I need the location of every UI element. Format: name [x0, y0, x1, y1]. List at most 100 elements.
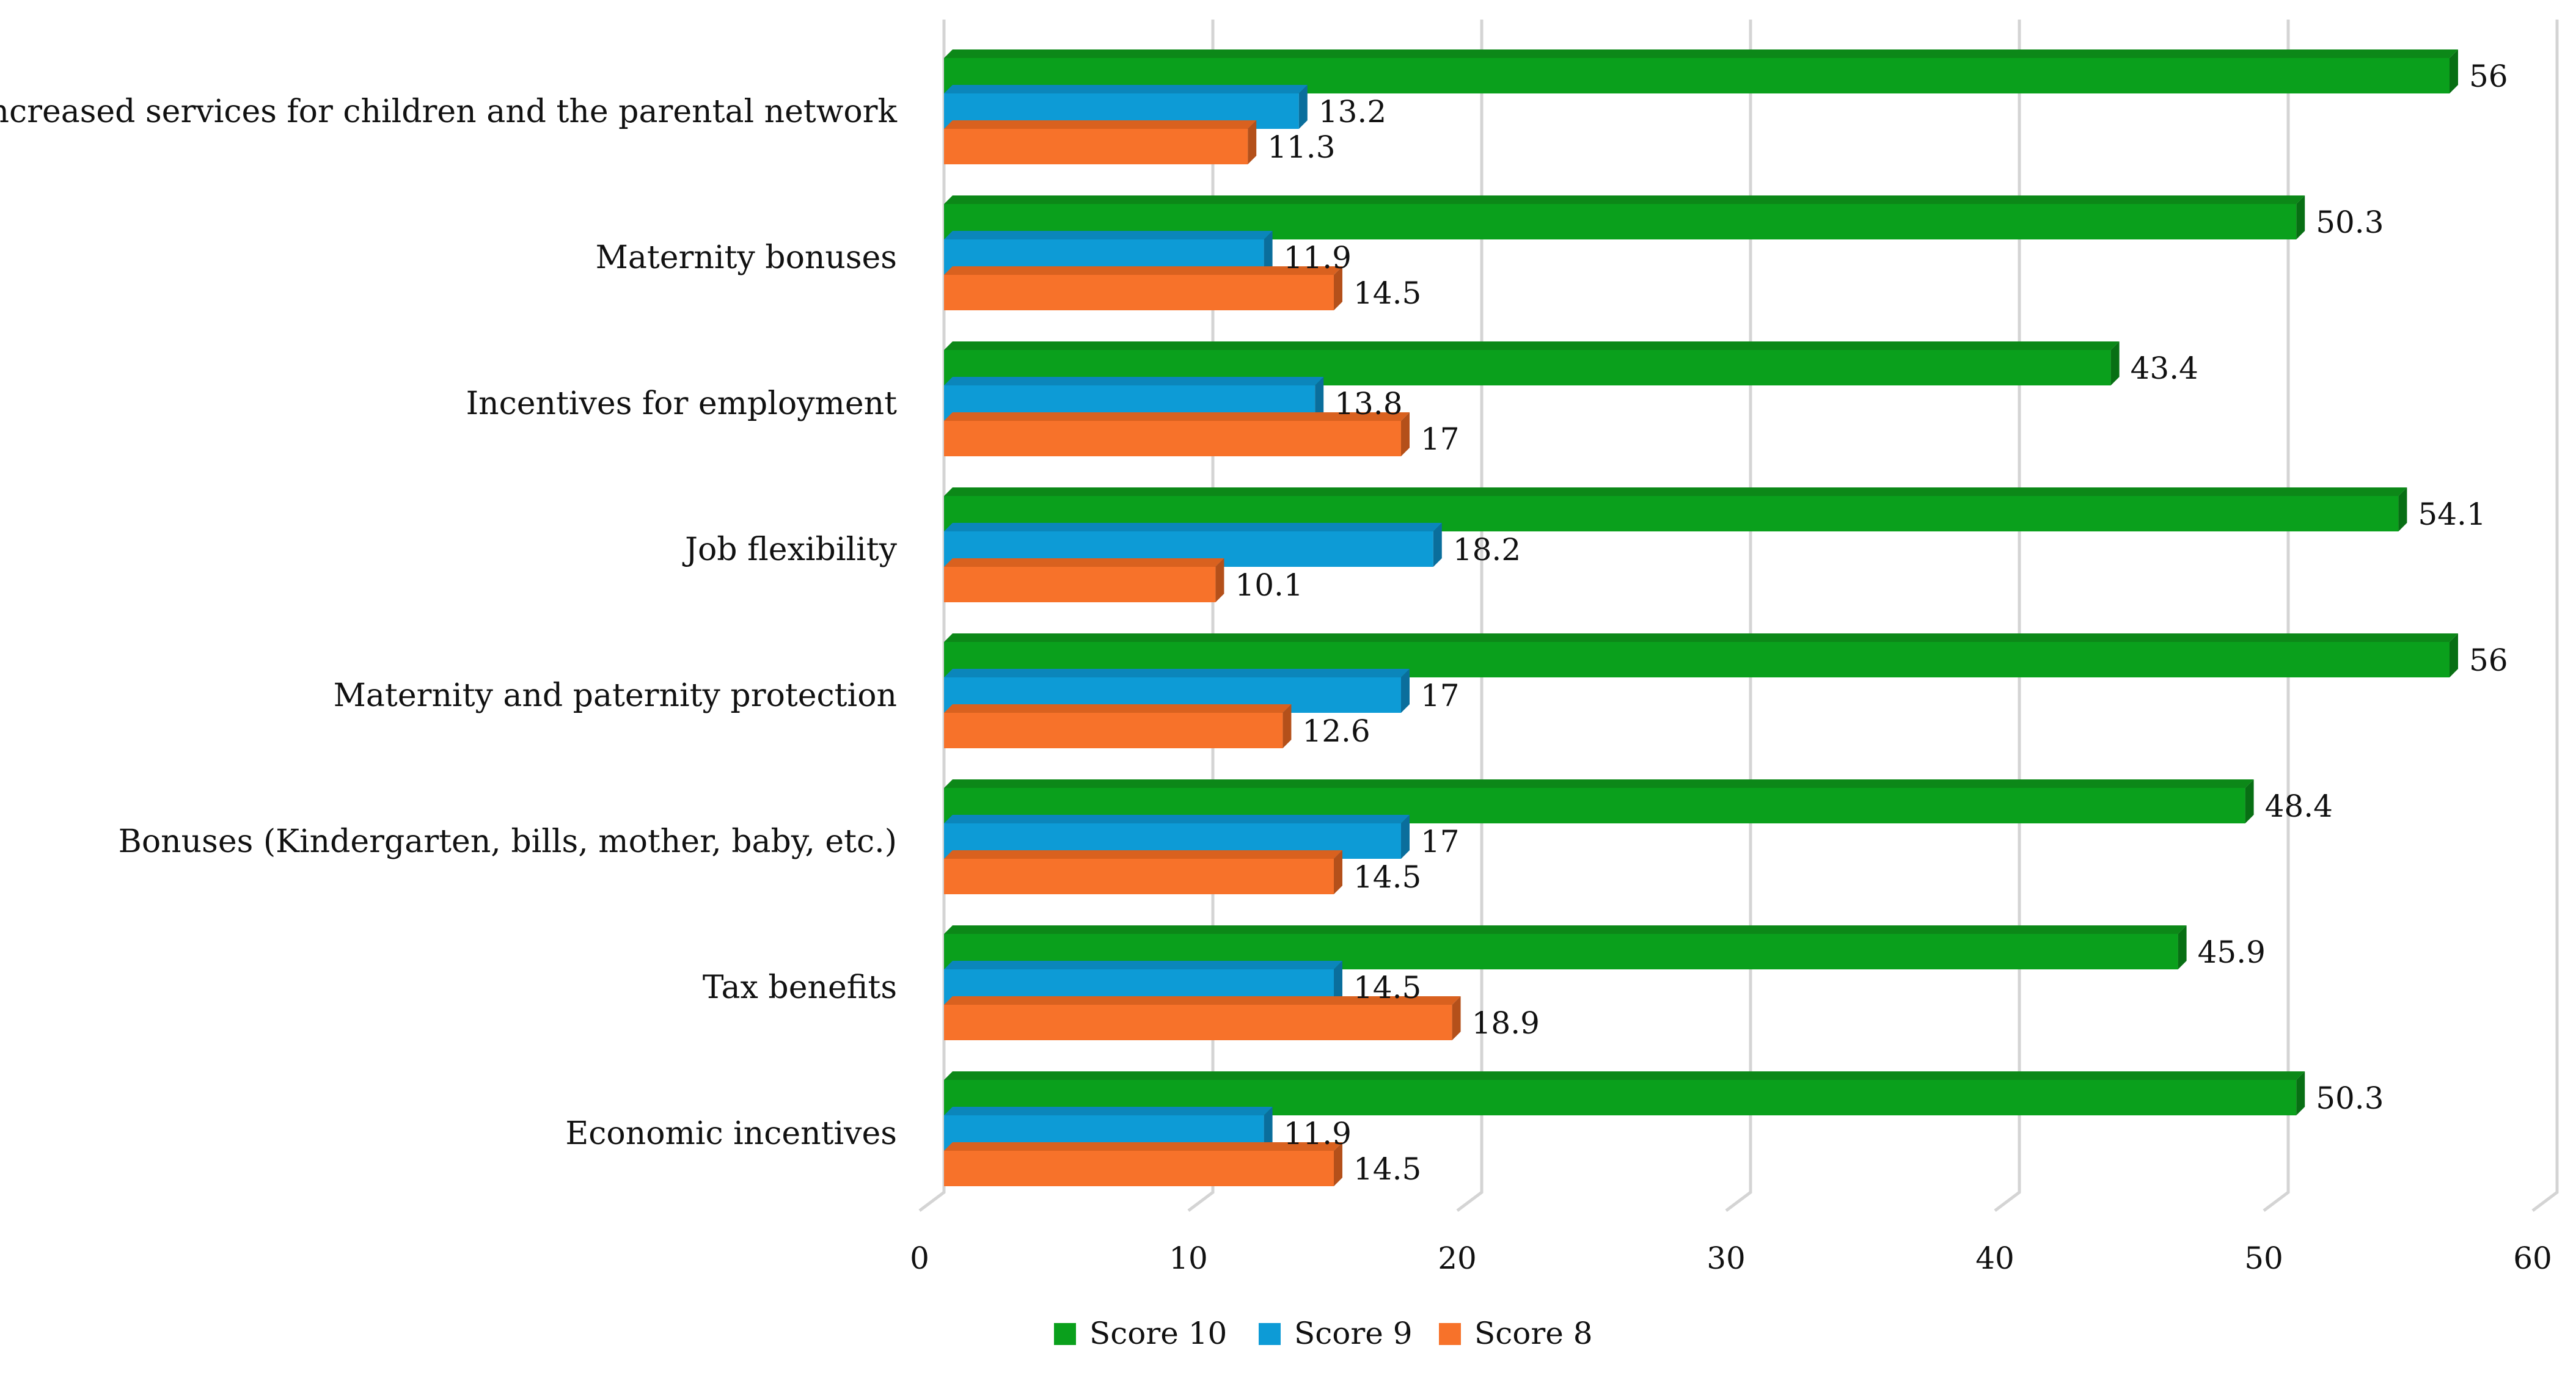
data-label: 50.3	[2316, 205, 2384, 240]
bar-score-8	[944, 713, 1283, 748]
data-label: 12.6	[1302, 713, 1370, 749]
x-tick-label: 30	[1707, 1241, 1746, 1276]
bar-side-face	[2296, 1071, 2305, 1115]
x-tick-label: 50	[2244, 1241, 2283, 1276]
bar-top-face	[944, 523, 1442, 531]
bar-side-face	[1315, 377, 1324, 421]
legend-swatch	[1259, 1323, 1281, 1345]
bar-top-face	[944, 49, 2458, 58]
x-tick-label: 20	[1438, 1241, 1477, 1276]
data-label: 11.9	[1284, 1116, 1352, 1151]
bar-top-face	[944, 925, 2187, 934]
bar-top-face	[944, 558, 1224, 567]
bar-top-face	[944, 231, 1273, 239]
bar-top-face	[944, 961, 1342, 969]
bar-top-face	[944, 195, 2305, 204]
category-label: Economic incentives	[565, 1115, 897, 1152]
bar-side-face	[1264, 1107, 1273, 1151]
bar-side-face	[2450, 633, 2458, 677]
gridline	[918, 20, 946, 1212]
data-label: 56	[2469, 59, 2508, 94]
category-label: Maternity and paternity protection	[334, 677, 897, 714]
bar-top-face	[944, 412, 1410, 421]
grid-lines	[918, 20, 2559, 1212]
data-label: 54.1	[2418, 497, 2486, 532]
category-labels: Increased services for children and the …	[0, 93, 898, 1152]
bar-side-face	[2110, 341, 2120, 385]
data-label: 18.2	[1453, 532, 1521, 567]
legend-swatch	[1054, 1323, 1076, 1345]
bar-side-face	[1248, 120, 1257, 164]
category-label: Maternity bonuses	[596, 239, 897, 276]
data-label: 10.1	[1235, 567, 1303, 603]
bar-side-face	[1334, 961, 1342, 1005]
data-label: 14.5	[1353, 275, 1421, 311]
bar-side-face	[1215, 558, 1224, 602]
bar-top-face	[944, 996, 1461, 1005]
gridline	[1725, 20, 1752, 1212]
bar-score-8	[944, 1151, 1334, 1186]
bar-top-face	[944, 487, 2407, 496]
legend-entry: Score 10	[1089, 1316, 1227, 1351]
bar-side-face	[1334, 266, 1342, 310]
bar-top-face	[944, 815, 1410, 823]
bar-side-face	[1452, 996, 1461, 1040]
data-label: 13.2	[1319, 94, 1386, 129]
x-tick-label: 60	[2513, 1241, 2552, 1276]
gridline	[1456, 20, 1484, 1212]
category-label: Bonuses (Kindergarten, bills, mother, ba…	[119, 823, 897, 860]
gridline	[1994, 20, 2021, 1212]
bar-side-face	[1334, 1142, 1342, 1186]
bar-top-face	[944, 850, 1342, 859]
bar-side-face	[1264, 231, 1273, 275]
x-tick-label: 0	[910, 1241, 929, 1276]
bar-top-face	[944, 669, 1410, 677]
x-axis-ticks: 0 10 20 30 40 50 60	[910, 1241, 2552, 1276]
gridline	[2263, 20, 2290, 1212]
bar-top-face	[944, 85, 1308, 93]
category-label: Incentives for employment	[466, 385, 898, 422]
data-label: 43.4	[2131, 351, 2198, 386]
bar-top-face	[944, 120, 1257, 129]
bar-side-face	[1433, 523, 1442, 567]
bar-side-face	[1334, 850, 1342, 894]
category-label: Tax benefits	[703, 969, 897, 1006]
legend-entry: Score 8	[1474, 1316, 1593, 1351]
data-label: 17	[1421, 678, 1460, 713]
data-label: 11.9	[1284, 240, 1352, 275]
bars	[944, 49, 2458, 1186]
data-label: 11.3	[1267, 129, 1335, 165]
data-label: 14.5	[1353, 859, 1421, 895]
data-label: 14.5	[1353, 1151, 1421, 1187]
data-label: 13.8	[1334, 386, 1402, 421]
legend: Score 10 Score 9 Score 8	[1054, 1316, 1593, 1351]
bar-top-face	[944, 633, 2458, 642]
bar-top-face	[944, 1071, 2305, 1080]
bar-side-face	[1298, 85, 1308, 129]
bar-score-8	[944, 1005, 1452, 1040]
x-tick-label: 10	[1169, 1241, 1208, 1276]
bar-top-face	[944, 377, 1324, 385]
bar-side-face	[2450, 49, 2458, 93]
bar-top-face	[944, 341, 2120, 350]
data-label: 50.3	[2316, 1081, 2384, 1116]
bar-score-8	[944, 859, 1334, 894]
x-tick-label: 40	[1975, 1241, 2014, 1276]
bar-top-face	[944, 266, 1342, 275]
bar-score-8	[944, 129, 1248, 164]
data-label: 48.4	[2265, 789, 2333, 824]
bar-side-face	[2296, 195, 2305, 239]
gridline	[2531, 20, 2559, 1212]
bar-top-face	[944, 779, 2254, 788]
data-label: 14.5	[1353, 970, 1421, 1005]
bar-top-face	[944, 1142, 1342, 1151]
category-label: Increased services for children and the …	[0, 93, 897, 130]
data-label: 56	[2469, 643, 2508, 678]
legend-entry: Score 9	[1294, 1316, 1413, 1351]
bar-side-face	[1283, 704, 1292, 748]
data-label: 45.9	[2198, 935, 2266, 970]
value-labels: 5613.211.350.311.914.543.413.81754.118.2…	[1235, 59, 2508, 1187]
data-label: 18.9	[1472, 1005, 1540, 1041]
bar-side-face	[2178, 925, 2187, 969]
